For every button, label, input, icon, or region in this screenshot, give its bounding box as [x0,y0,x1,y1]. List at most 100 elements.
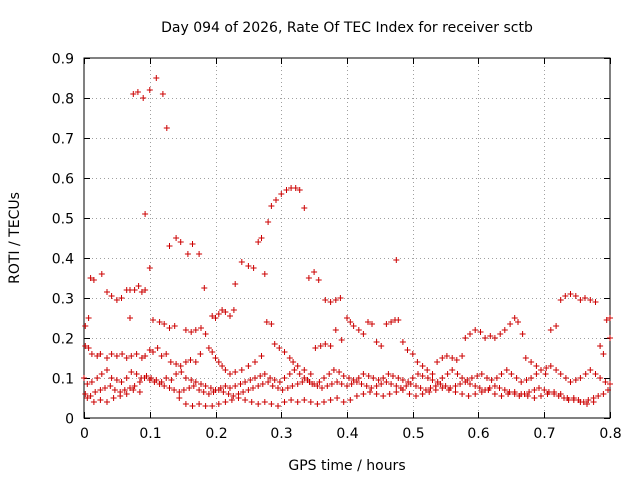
roti-data-point [108,293,115,299]
roti-data-point [332,327,339,333]
x-tick-label: 0.4 [336,426,358,442]
roti-data-point [443,353,450,359]
roti-data-point [275,403,281,409]
roti-data-point [485,387,492,393]
y-tick-label: 0.9 [52,52,74,68]
roti-data-point [279,387,286,393]
roti-data-point [227,371,233,377]
roti-data-point [130,387,137,393]
roti-data-point [304,377,311,383]
x-tick-label: 0.5 [402,426,424,442]
roti-data-point [587,297,594,303]
roti-data-point [107,383,114,389]
roti-data-point [346,375,352,381]
roti-data-point [267,375,274,381]
roti-data-point [518,391,525,397]
roti-data-point [531,387,538,393]
roti-data-point [131,287,138,293]
roti-data-point [544,391,551,397]
roti-data-point [119,351,126,357]
roti-data-point [322,297,329,303]
roti-data-point [330,367,337,373]
roti-data-point [90,277,97,283]
roti-data-point [572,293,579,299]
roti-data-point [182,327,189,333]
roti-data-point [227,313,233,319]
roti-data-point [180,387,187,393]
roti-data-point [327,343,334,349]
roti-data-point [198,325,204,331]
roti-data-point [259,381,266,387]
roti-data-point [324,383,331,389]
roti-data-point [395,375,402,381]
roti-data-point [487,333,494,339]
roti-data-point [88,379,95,385]
roti-data-point [542,371,549,377]
roti-data-point [607,315,613,321]
roti-data-point [365,319,371,325]
roti-data-point [268,401,275,407]
roti-data-point [288,397,295,403]
roti-data-point [113,377,120,383]
roti-data-point [294,399,301,405]
roti-data-point [449,367,456,373]
roti-data-point [305,275,312,281]
roti-data-point [228,397,235,403]
roti-data-point [142,353,149,359]
axis-ticks: 0 0.1 0.2 0.3 0.4 0.5 0.6 0.7 0.8 0 0.1 0.2 0.3 0.4 0.… [52,52,622,443]
roti-data-point [600,391,607,397]
roti-data-point [538,393,544,399]
roti-data-point [403,383,410,389]
roti-data-point [230,307,237,313]
roti-data-point [582,371,589,377]
roti-data-point [140,95,147,101]
roti-data-point [153,75,160,81]
roti-data-point [177,363,184,369]
roti-data-point [261,399,268,405]
roti-data-point [127,385,133,391]
roti-data-point [314,383,321,389]
x-tick-label: 0.2 [205,426,227,442]
roti-data-point [553,323,560,329]
roti-data-point [508,371,515,377]
roti-data-point [232,369,239,375]
roti-data-point [439,375,446,381]
roti-data-point [205,391,212,397]
roti-data-point [369,321,375,327]
roti-data-point [242,379,249,385]
roti-data-point [467,331,473,337]
roti-data-point [110,395,117,401]
roti-data-point [452,389,459,395]
x-tick-label: 0 [80,426,89,442]
roti-data-point [250,385,256,391]
roti-data-point [173,235,180,241]
y-tick-label: 0.1 [52,372,74,388]
roti-data-point [337,295,344,301]
roti-data-point [427,385,434,391]
roti-data-point [212,315,219,321]
roti-data-point [413,383,419,389]
roti-data-point [332,297,339,303]
roti-data-point [590,399,597,405]
roti-data-point [457,381,464,387]
roti-data-point [373,339,380,345]
roti-data-point [386,391,393,397]
roti-data-point [265,219,272,225]
roti-data-point [278,191,285,197]
roti-data-point [315,277,322,283]
roti-data-point [472,383,479,389]
roti-data-point [136,389,143,395]
roti-data-point [477,329,484,335]
roti-data-point [439,355,446,361]
roti-data-point [202,383,209,389]
roti-data-point [104,355,110,361]
roti-data-point [171,387,178,393]
roti-data-point [385,371,392,377]
roti-data-point [188,377,195,383]
roti-data-point [536,385,542,391]
roti-data-point [202,331,209,337]
roti-data-point [187,357,194,363]
roti-data-point [445,387,452,393]
roti-data-point [212,355,219,361]
roti-data-point [291,367,298,373]
